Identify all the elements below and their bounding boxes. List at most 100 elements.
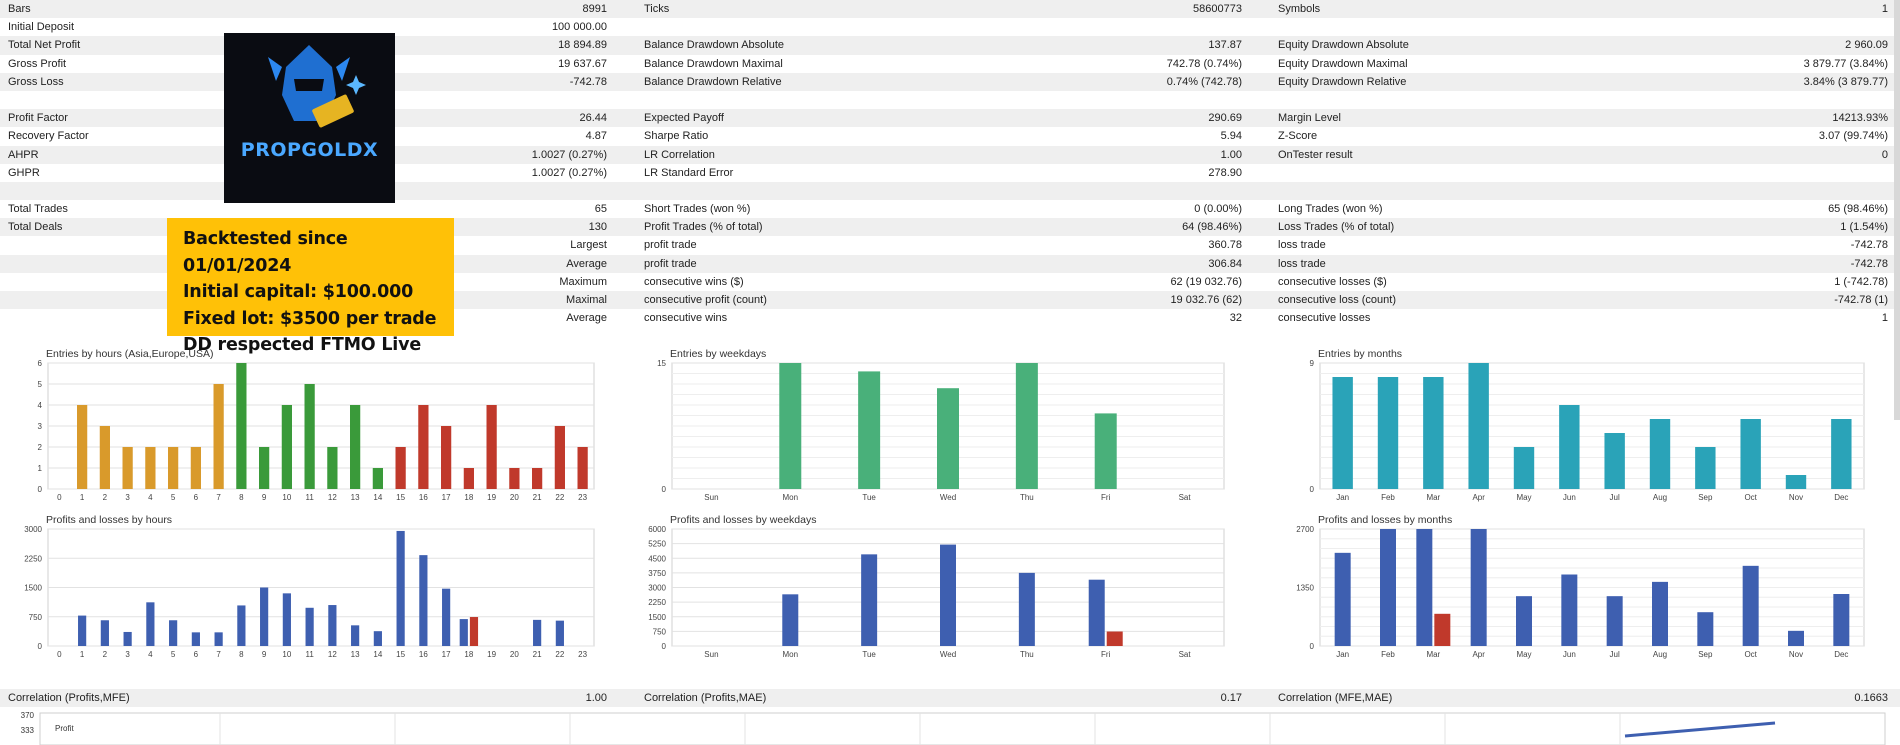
stat-value: 1 (1.54%) [1840,221,1888,234]
profit-bar [123,631,132,646]
y-tick-label: 5250 [648,540,666,549]
stat-value: 137.87 [1208,39,1242,52]
stat-value: -742.78 [569,75,607,88]
stat-value: 19 032.76 (62) [1170,294,1242,306]
profit-bar [940,544,956,646]
stat-value: 306.84 [1208,257,1242,270]
propgoldx-logo: PROPGOLDX [224,33,395,203]
stat-label: Profit Factor [8,112,68,125]
profit-bar [1334,552,1351,646]
x-tick-label: 22 [555,493,564,502]
stat-value: 0 (0.00%) [1194,203,1242,216]
stat-label: Short Trades (won %) [644,203,751,216]
x-tick-label: Apr [1472,493,1485,502]
chart-title: Entries by hours (Asia,Europe,USA) [46,348,214,360]
bar [1831,419,1852,489]
profit-bar [169,620,178,646]
stat-value: 62 (19 032.76) [1170,275,1242,288]
y-tick-label: 1500 [24,584,42,593]
bar [1423,377,1444,489]
x-tick-label: 9 [262,650,267,659]
profit-bar [351,625,360,646]
bar [577,447,588,489]
stat-value: 65 [594,203,607,216]
x-tick-label: 3 [125,493,130,502]
x-tick-label: Thu [1020,493,1034,502]
y-tick-label: 3 [38,422,43,431]
x-tick-label: 5 [171,493,176,502]
loss-bar [1106,631,1123,646]
x-tick-label: Fri [1101,493,1111,502]
x-tick-label: Oct [1744,650,1757,659]
y-tick-label: 0 [1310,642,1315,651]
y-tick-label: 6000 [648,525,666,534]
x-tick-label: 18 [464,650,473,659]
x-tick-label: Jan [1336,493,1349,502]
x-tick-label: 2 [103,650,108,659]
bar [395,447,406,489]
x-tick-label: 23 [578,650,587,659]
chart-title: Profits and losses by weekdays [670,514,817,526]
bar [77,405,88,489]
stat-label: Gross Profit [8,57,67,70]
bar [779,363,802,489]
x-tick-label: Jan [1336,650,1349,659]
stat-label: Long Trades (won %) [1278,203,1383,216]
profit-bar [459,619,468,646]
y-tick-label: 3000 [24,525,42,534]
stat-value: 130 [588,221,607,234]
bar [122,447,133,489]
x-tick-label: 18 [464,493,473,502]
x-tick-label: Tue [862,650,876,659]
profit-bar [1697,612,1714,646]
x-tick-label: 6 [194,493,199,502]
bar [236,363,247,489]
y-tick-label: 750 [29,613,43,622]
x-tick-label: Mar [1426,493,1440,502]
stat-label: consecutive loss (count) [1278,294,1396,306]
profit-bar [1652,581,1668,646]
x-tick-label: Dec [1834,650,1848,659]
stats-row: Average consecutive wins 32 consecutive los… [0,309,1900,327]
y-tick-label: 5 [38,380,43,389]
y-tick-label: 750 [653,627,667,636]
x-tick-label: 19 [487,493,496,502]
bar [327,447,338,489]
x-tick-label: 14 [373,493,382,502]
profit-bar [1788,630,1804,646]
bar [304,384,315,489]
x-tick-label: 1 [80,493,85,502]
x-tick-label: 23 [578,493,587,502]
loss-bar [1434,613,1451,646]
stat-label: consecutive wins ($) [644,275,744,288]
chart-title: Entries by months [1318,348,1402,360]
x-tick-label: 8 [239,650,244,659]
x-tick-label: 5 [171,650,176,659]
stat-value: 32 [1229,312,1242,325]
profit-bar [100,620,109,646]
stat-value: Average [566,312,607,325]
y-tick-label: 2250 [648,598,666,607]
stat-label: Balance Drawdown Absolute [644,39,785,52]
profit-bar [861,554,878,646]
stat-value: 1 [1881,3,1888,15]
stats-row: Largest profit trade 360.78 loss trade -742.… [0,236,1900,254]
stat-label: Initial Deposit [8,21,75,34]
stat-label: Symbols [1278,3,1321,15]
stat-label: Total Deals [8,221,63,234]
stat-label: profit trade [644,257,697,270]
vertical-scrollbar[interactable] [1894,0,1900,420]
stat-value: 18 894.89 [558,39,607,52]
stats-row: Recovery Factor 4.87 Sharpe Ratio 5.94 Z-Sco… [0,127,1900,145]
profit-regression-line [1624,721,1776,738]
stat-label: Gross Loss [8,75,64,88]
profit-bar [419,555,428,646]
x-tick-label: Apr [1472,650,1485,659]
bar [1377,377,1399,489]
stat-value: 65 (98.46%) [1828,203,1888,216]
x-tick-label: 17 [442,650,451,659]
correlation-row: Correlation (Profits,MFE) 1.00 Correlati… [0,689,1900,707]
x-tick-label: Tue [862,493,876,502]
stat-label: LR Standard Error [644,166,734,179]
stat-value: 19 637.67 [558,57,607,70]
